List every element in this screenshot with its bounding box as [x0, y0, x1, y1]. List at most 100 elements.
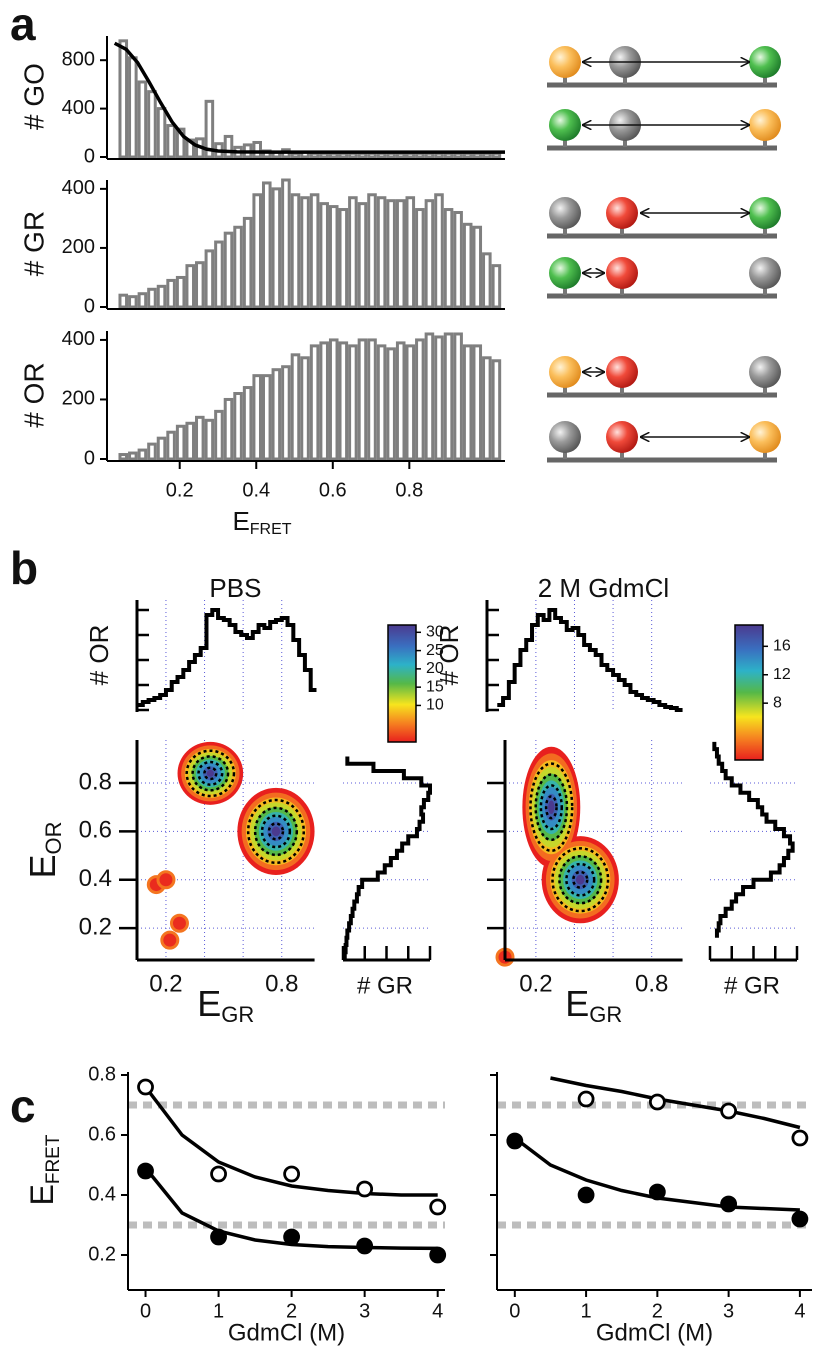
data-point — [791, 1210, 809, 1228]
histogram-bar — [195, 415, 205, 461]
histogram-bar — [300, 196, 310, 309]
data-point — [648, 1093, 666, 1111]
colorbar-tick-label: 12 — [773, 666, 791, 683]
histogram-bar — [166, 124, 176, 159]
y-tick-label: 0.2 — [88, 1243, 116, 1265]
histogram-bar — [395, 341, 406, 461]
outlier-point — [160, 930, 180, 950]
histogram-bar — [348, 344, 358, 461]
histogram-bar — [348, 151, 358, 159]
histogram-bar — [405, 196, 416, 309]
data-point — [356, 1180, 374, 1198]
histogram-bar — [137, 292, 148, 309]
histogram-bar — [128, 295, 138, 309]
histogram-bar — [223, 397, 234, 461]
density-level — [575, 874, 585, 885]
histogram-bar — [338, 208, 349, 309]
histogram-bar — [462, 151, 473, 159]
histogram-bar — [357, 338, 368, 461]
histogram-bar — [443, 151, 454, 159]
histogram-bar — [395, 151, 406, 159]
histogram-bar — [271, 368, 282, 461]
histogram-bar — [128, 451, 138, 461]
contour-line — [539, 784, 563, 831]
histogram-bar — [348, 196, 358, 309]
label-main: E — [232, 506, 249, 536]
histogram-bar — [137, 448, 148, 461]
panel-label: b — [10, 542, 38, 594]
data-point — [283, 1165, 301, 1183]
histogram-bar — [453, 332, 463, 461]
histogram-bar — [204, 418, 215, 461]
dye-orange — [749, 109, 781, 141]
histogram-bar — [156, 284, 167, 309]
histogram-bar — [233, 392, 243, 461]
x-axis-label: GdmCl (M) — [228, 1319, 345, 1346]
side-x-axis-label: # GR — [357, 972, 413, 999]
histogram-bar — [175, 424, 186, 461]
schematic — [547, 46, 781, 463]
histogram-bar — [376, 344, 387, 461]
histogram-bar — [128, 56, 138, 159]
histogram-bar — [491, 359, 502, 461]
histogram-bar — [367, 151, 377, 159]
histogram-bar — [415, 208, 425, 309]
y-tick-label: 200 — [62, 236, 95, 258]
dye-red — [606, 257, 638, 289]
x-tick-label: 3 — [723, 1300, 734, 1322]
histogram-bar — [405, 151, 416, 159]
histogram-bar — [309, 344, 320, 461]
histogram-bar — [118, 293, 129, 309]
histogram-bar — [376, 196, 387, 309]
histogram-bar — [376, 151, 387, 159]
y-tick-label: 0 — [84, 295, 95, 317]
top-marginal-histogram — [497, 608, 683, 712]
contour-line — [551, 847, 610, 913]
histogram-bar — [166, 278, 176, 309]
histogram-bar — [185, 264, 196, 309]
y-tick-label: 0 — [84, 447, 95, 469]
data-point — [429, 1198, 447, 1216]
y-tick-label: 0.4 — [88, 1183, 116, 1205]
panel-label: c — [10, 1080, 36, 1132]
data-point — [210, 1165, 227, 1183]
x-tick-label: 0.8 — [395, 479, 423, 501]
histogram-bar — [204, 99, 215, 159]
histogram-bar — [175, 127, 186, 159]
histogram-bar — [472, 344, 483, 461]
histogram-bar — [137, 80, 148, 159]
histogram-bar — [118, 39, 129, 159]
contour-line — [185, 749, 236, 798]
histogram-bar — [166, 430, 176, 461]
contour-line — [267, 822, 285, 841]
y-tick-label: 0 — [84, 145, 95, 167]
colorbar-tick-label: 16 — [773, 638, 791, 655]
histogram-bar — [300, 356, 310, 461]
data-point — [506, 1132, 524, 1150]
data-point — [356, 1237, 374, 1255]
histogram-bar — [233, 225, 243, 309]
contour-line — [529, 762, 574, 853]
histogram-bar — [156, 107, 167, 159]
contour-line — [534, 773, 569, 842]
top-y-axis-label: # OR — [84, 625, 114, 686]
colorbar-tick-label: 8 — [773, 694, 782, 711]
x-tick-label: 0.6 — [319, 479, 347, 501]
outlier-point — [169, 913, 189, 933]
top-y-axis-label: # OR — [434, 625, 464, 686]
label-subscript: GR — [589, 1002, 622, 1027]
histogram-bar — [328, 151, 339, 159]
x-tick-label: 0.4 — [242, 479, 270, 501]
dye-orange — [549, 356, 581, 388]
histogram-bar — [147, 287, 157, 309]
y-tick-label: 0.4 — [79, 865, 112, 892]
side-marginal-histogram — [712, 741, 795, 938]
histogram-bar — [252, 193, 262, 309]
top-marginal-histogram — [137, 608, 317, 707]
histogram-bar — [482, 151, 492, 159]
histogram-bar — [281, 365, 291, 461]
histogram-bar — [424, 332, 435, 461]
histogram-bar — [147, 90, 157, 159]
label-main: E — [197, 983, 221, 1024]
y-axis-label: # GR — [18, 211, 49, 276]
